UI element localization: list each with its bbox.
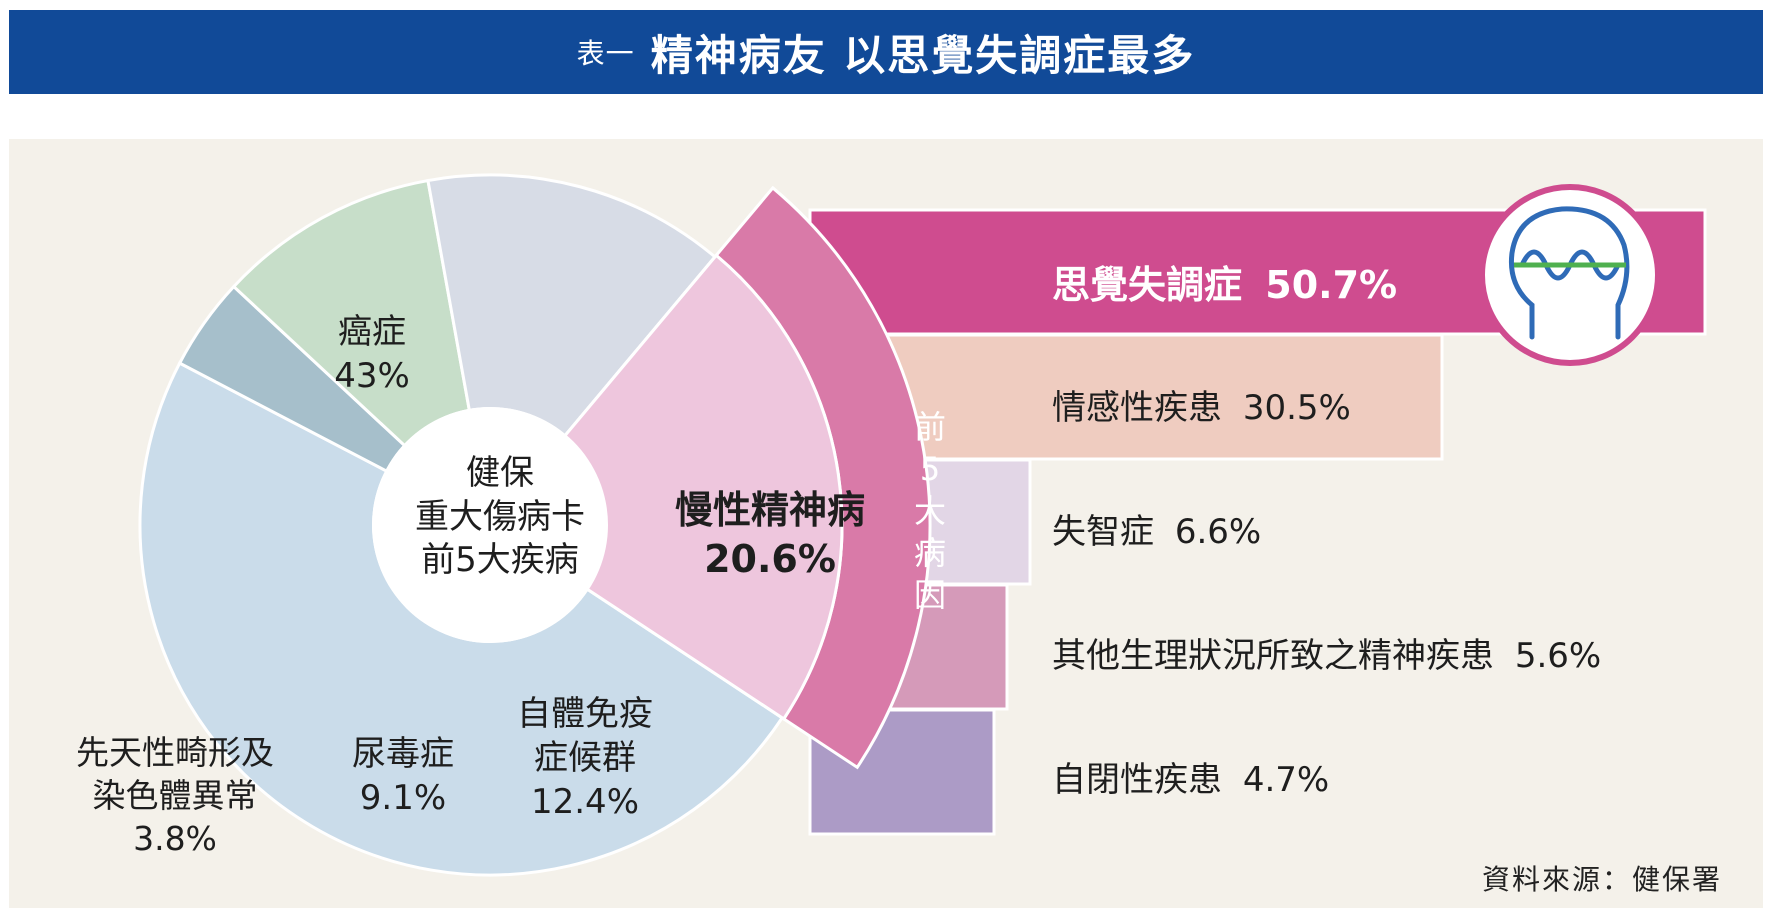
- label-uremia-value: 9.1%: [359, 778, 447, 819]
- bar-label-schizophrenia-name: 思覺失調症: [1052, 263, 1243, 307]
- label-cancer: 癌症 43%: [292, 310, 452, 398]
- bar-label-dementia: 失智症 6.6%: [1052, 504, 1261, 553]
- label-congenital-name-1: 先天性畸形及: [76, 733, 274, 772]
- table-number: 表一: [576, 37, 635, 70]
- label-cancer-name: 癌症: [338, 312, 406, 352]
- ring-label-char-front: 大: [914, 492, 946, 530]
- ring-label-char-front: 因: [914, 576, 946, 614]
- label-mental: 慢性精神病 20.6%: [640, 486, 900, 585]
- label-congenital: 先天性畸形及 染色體異常 3.8%: [60, 732, 290, 861]
- ring-label-char-front: 前: [914, 408, 946, 446]
- label-uremia-name: 尿毒症: [352, 734, 454, 774]
- bar-label-dementia-name: 失智症: [1052, 512, 1154, 552]
- title-banner: 表一 精神病友 以思覺失調症最多: [9, 10, 1763, 94]
- bar-label-affective-value: 30.5%: [1242, 388, 1351, 428]
- label-cancer-value: 43%: [334, 356, 410, 397]
- label-mental-value: 20.6%: [704, 537, 836, 582]
- bar-label-schizophrenia-value: 50.7%: [1265, 263, 1398, 307]
- label-congenital-name-2: 染色體異常: [92, 775, 258, 815]
- center-label-line-2: 重大傷病卡: [415, 496, 585, 537]
- label-uremia: 尿毒症 9.1%: [338, 732, 468, 820]
- bar-label-autism-name: 自閉性疾患: [1052, 760, 1222, 800]
- center-circle-front: [372, 407, 608, 643]
- label-autoimmune-name-1: 自體免疫: [517, 694, 653, 734]
- bar-label-other: 其他生理狀況所致之精神疾患 5.6%: [1052, 628, 1601, 677]
- center-label-line-3: 前5大疾病: [421, 540, 579, 581]
- label-congenital-value: 3.8%: [133, 818, 217, 858]
- bar-label-affective-name: 情感性疾患: [1052, 388, 1222, 428]
- ring-label-char-front: 5: [920, 450, 940, 488]
- head-outline: [1508, 206, 1630, 340]
- label-autoimmune-name-2: 症候群: [534, 738, 636, 779]
- bar-label-affective: 情感性疾患 30.5%: [1052, 380, 1351, 429]
- bar-label-schizophrenia: 思覺失調症 50.7%: [1052, 254, 1397, 309]
- label-autoimmune: 自體免疫 症候群 12.4%: [500, 692, 670, 825]
- head-brainwave-icon: [1479, 184, 1661, 366]
- bar-label-autism-value: 4.7%: [1242, 760, 1330, 800]
- ring-label-char-front: 病: [914, 534, 946, 572]
- pie-slice-mental-front: [487, 253, 844, 721]
- bar-label-other-name: 其他生理狀況所致之精神疾患: [1052, 636, 1494, 676]
- center-label-line-1: 健保: [466, 453, 534, 493]
- label-mental-name: 慢性精神病: [674, 488, 865, 532]
- label-autoimmune-value: 12.4%: [530, 782, 639, 823]
- bar-label-other-value: 5.6%: [1514, 636, 1602, 676]
- source-note: 資料來源：健保署: [1481, 863, 1722, 896]
- chart-title: 精神病友 以思覺失調症最多: [650, 30, 1196, 80]
- center-label: 健保 重大傷病卡 前5大疾病: [390, 452, 610, 583]
- bar-label-autism: 自閉性疾患 4.7%: [1052, 752, 1329, 801]
- bar-label-dementia-value: 6.6%: [1174, 512, 1262, 552]
